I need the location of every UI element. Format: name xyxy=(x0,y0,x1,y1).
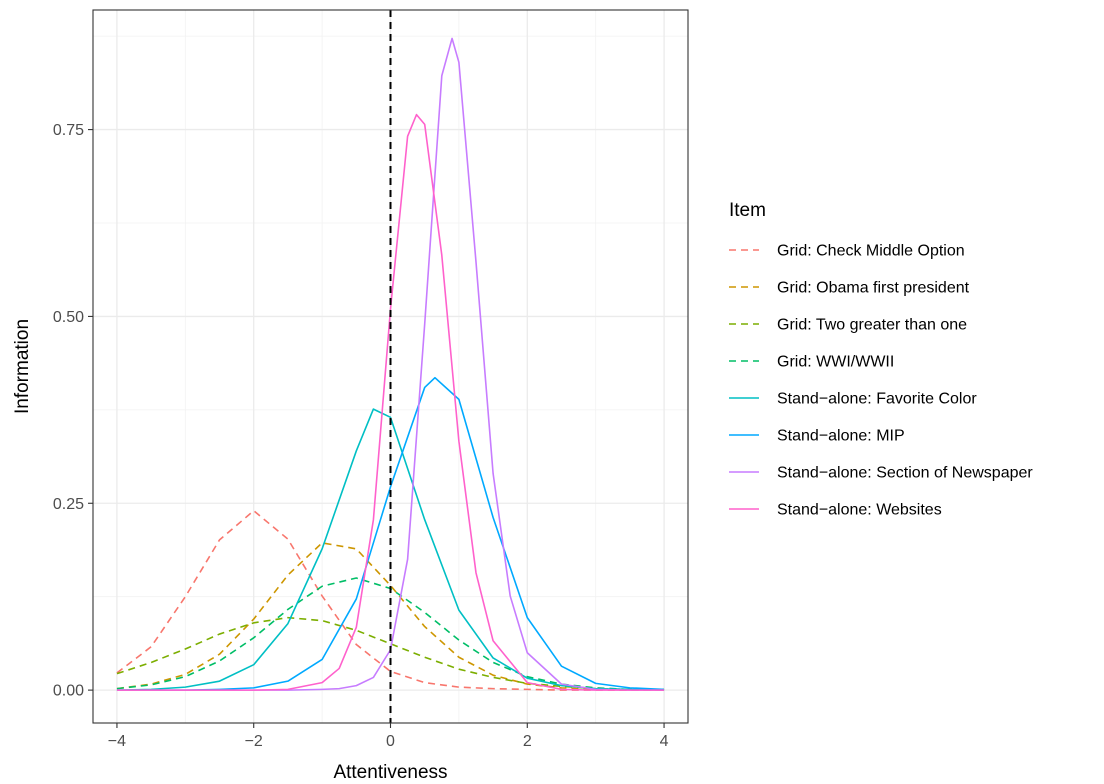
legend-label-3: Grid: Two greater than one xyxy=(777,317,967,334)
legend: Item Grid: Check Middle Option Grid: Obam… xyxy=(729,200,1033,519)
y-tick-label: 0.50 xyxy=(53,309,84,326)
legend-label-8: Stand−alone: Websites xyxy=(777,502,942,519)
x-axis-title: Attentiveness xyxy=(333,762,447,783)
legend-label-4: Grid: WWI/WWII xyxy=(777,354,894,371)
legend-label-5: Stand−alone: Favorite Color xyxy=(777,391,977,408)
y-axis-title: Information xyxy=(12,319,33,414)
legend-label-6: Stand−alone: MIP xyxy=(777,428,905,445)
x-tick-label: −4 xyxy=(108,733,126,750)
legend-label-1: Grid: Check Middle Option xyxy=(777,243,965,260)
y-tick-label: 0.00 xyxy=(53,683,84,700)
legend-title: Item xyxy=(729,200,766,221)
x-tick-label: 0 xyxy=(386,733,395,750)
x-tick-label: −2 xyxy=(245,733,263,750)
series-line-8 xyxy=(116,113,665,691)
series-line-3 xyxy=(116,616,665,691)
legend-label-2: Grid: Obama first president xyxy=(777,280,970,297)
x-tick-label: 4 xyxy=(660,733,669,750)
legend-label-7: Stand−alone: Section of Newspaper xyxy=(777,465,1033,482)
x-tick-label: 2 xyxy=(523,733,532,750)
legend-items: Grid: Check Middle Option Grid: Obama fir… xyxy=(729,243,1033,519)
series-line-2 xyxy=(116,542,665,691)
axis-layer: −4 −2 0 2 4 0.00 0.25 0.50 0.75 xyxy=(53,122,669,750)
series-line-7 xyxy=(116,37,665,691)
y-tick-label: 0.75 xyxy=(53,122,84,139)
y-tick-label: 0.25 xyxy=(53,496,84,513)
